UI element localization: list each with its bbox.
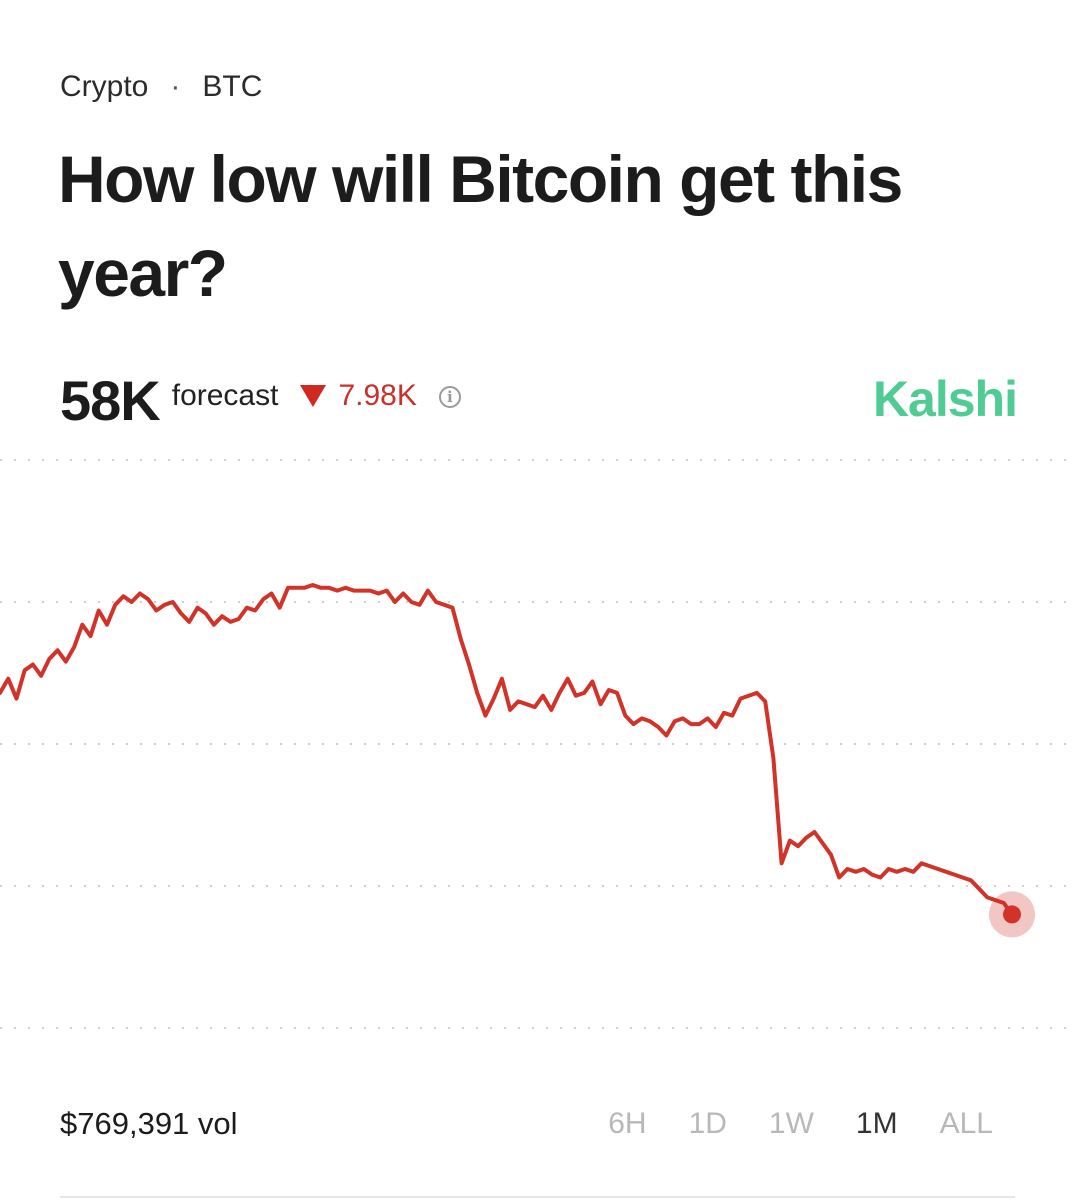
chart-footer: $769,391 vol 6H 1D 1W 1M ALL	[60, 1096, 1015, 1152]
breadcrumb-separator: ·	[170, 70, 181, 103]
triangle-down-icon	[300, 385, 327, 407]
range-all[interactable]: ALL	[939, 1107, 993, 1140]
breadcrumb: Crypto · BTC	[60, 70, 262, 104]
price-chart	[0, 459, 1075, 1029]
brand-logo[interactable]: Kalshi	[872, 371, 1018, 427]
breadcrumb-ticker[interactable]: BTC	[202, 70, 263, 103]
range-6h[interactable]: 6H	[608, 1107, 647, 1140]
forecast-summary: 58K forecast 7.98K i	[60, 368, 461, 432]
current-point	[1003, 905, 1021, 924]
range-selector: 6H 1D 1W 1M ALL	[608, 1107, 993, 1141]
market-title: How low will Bitcoin get this year?	[58, 142, 903, 310]
volume-label: $769,391 vol	[60, 1106, 238, 1141]
forecast-change-value: 7.98K	[338, 379, 417, 412]
range-1d[interactable]: 1D	[688, 1107, 727, 1140]
price-line	[0, 583, 1014, 917]
forecast-change: 7.98K	[300, 379, 417, 413]
range-1w[interactable]: 1W	[768, 1107, 814, 1140]
info-icon[interactable]: i	[438, 386, 461, 408]
forecast-label: forecast	[171, 379, 279, 412]
divider	[60, 1196, 1015, 1198]
forecast-value: 58K	[60, 368, 161, 432]
breadcrumb-category[interactable]: Crypto	[60, 70, 149, 103]
range-1m[interactable]: 1M	[855, 1107, 898, 1140]
